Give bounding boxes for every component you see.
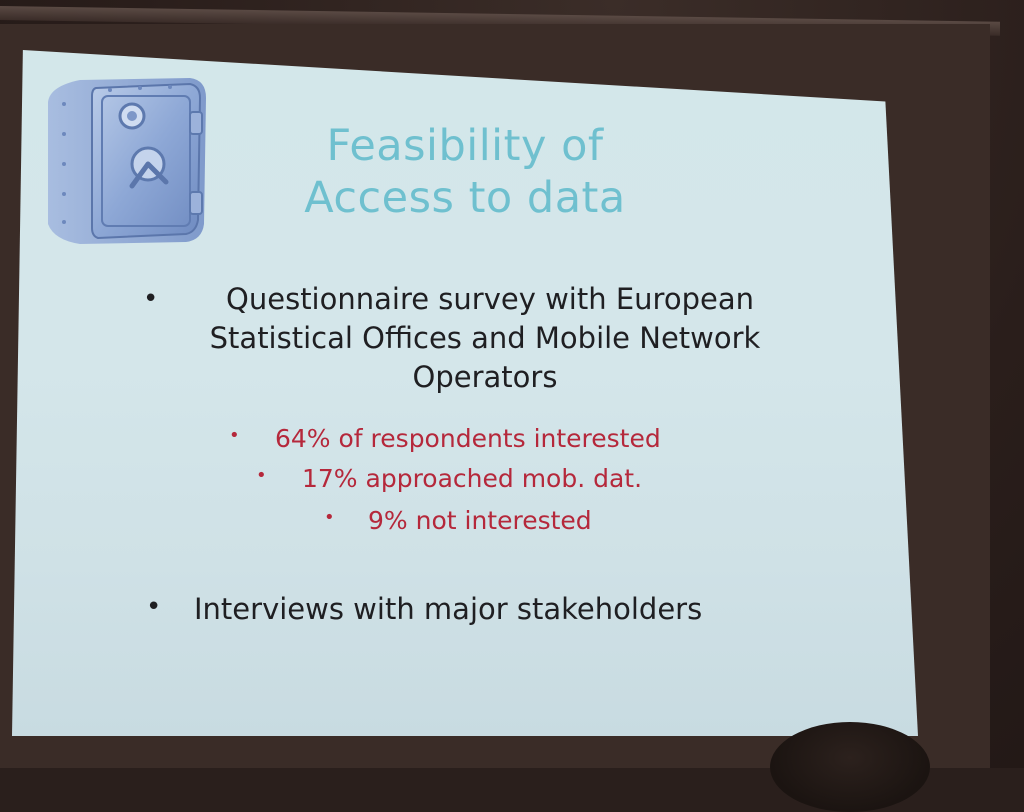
slide-title-line-1: Feasibility of bbox=[326, 121, 604, 171]
sub-bullet-2-dot: • bbox=[256, 465, 267, 486]
audience-head bbox=[770, 722, 930, 812]
bullet-1: Questionnaire survey with European Stati… bbox=[150, 280, 820, 397]
sub-bullet-1: 64% of respondents interested bbox=[275, 424, 661, 453]
sub-bullet-3-dot: • bbox=[324, 507, 335, 528]
bullet-2-dot: • bbox=[146, 592, 162, 622]
sub-bullet-3: 9% not interested bbox=[368, 506, 592, 535]
slide-title: Feasibility of Access to data bbox=[240, 120, 690, 224]
bullet-2: Interviews with major stakeholders bbox=[194, 592, 703, 626]
bullet-1-line-2: Statistical Offices and Mobile Network bbox=[209, 321, 761, 355]
sub-bullet-1-dot: • bbox=[229, 425, 240, 446]
bullet-1-dot: • bbox=[143, 284, 159, 314]
bullet-1-line-1: Questionnaire survey with European bbox=[226, 282, 754, 316]
safe-icon bbox=[48, 78, 206, 244]
sub-bullet-2: 17% approached mob. dat. bbox=[302, 464, 643, 493]
bullet-1-line-3: Operators bbox=[412, 360, 558, 394]
slide-title-line-2: Access to data bbox=[304, 173, 626, 223]
